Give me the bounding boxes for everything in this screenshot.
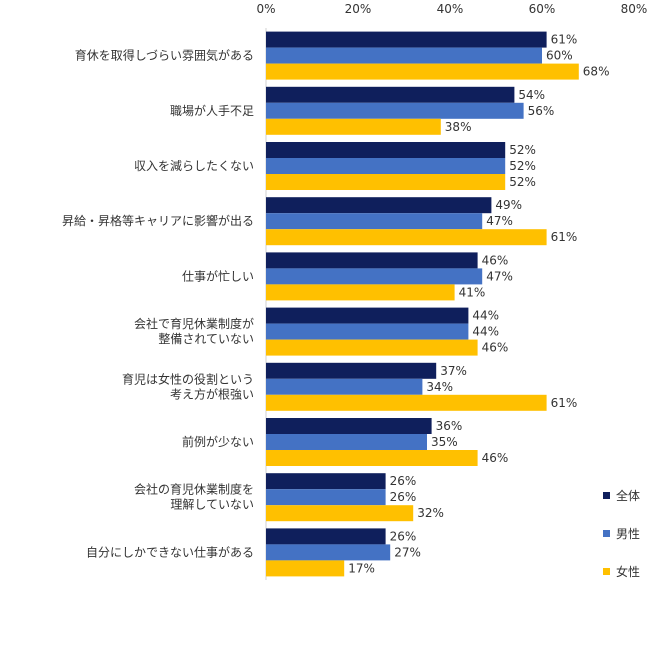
bar [266,174,506,190]
data-label: 61% [551,33,578,47]
data-label: 46% [482,253,509,267]
legend-label: 女性 [616,564,640,579]
bar [266,47,542,64]
data-label: 26% [390,490,417,504]
bar [266,229,547,246]
bar [266,323,469,340]
legend-label: 全体 [616,488,640,503]
bar [266,362,437,379]
data-label: 34% [426,380,453,394]
data-label: 47% [486,214,513,228]
data-label: 41% [459,285,486,299]
bar [266,197,492,214]
bar [266,505,414,522]
category-label: 収入を減らしたくない [134,158,254,173]
x-tick-label: 80% [621,2,648,16]
data-label: 38% [445,120,472,134]
bar [266,102,524,119]
bar [266,339,478,356]
bar [266,489,386,506]
data-label: 54% [518,88,545,102]
category-label: 理解していない [170,498,254,512]
bar [266,394,547,411]
category-label: 会社で育児休業制度が [134,316,254,331]
data-label: 35% [431,435,458,449]
data-label: 46% [482,451,509,465]
bar [266,434,427,450]
bar [266,268,483,285]
data-label: 37% [440,364,467,378]
data-label: 56% [528,104,555,118]
data-label: 36% [436,419,463,433]
x-tick-label: 60% [529,2,556,16]
legend-label: 男性 [616,527,640,541]
data-label: 27% [394,545,421,559]
x-tick-label: 40% [437,2,464,16]
data-label: 52% [509,159,536,173]
data-label: 60% [546,49,573,63]
data-label: 32% [417,506,444,520]
labels-layer: 育休を取得しづらい雰囲気がある 61% 60% 68% 職場が人手不足 54% 56% 38%… [62,33,609,576]
category-label: 仕事が忙しい [182,268,254,283]
bar [266,307,469,324]
data-label: 26% [390,529,417,543]
data-label: 68% [583,65,610,79]
x-tick-label: 20% [345,2,372,16]
bars-layer [266,31,579,577]
bar [266,560,345,577]
x-tick-label: 0% [256,2,275,16]
category-label: 職場が人手不足 [170,103,254,118]
data-label: 44% [472,325,499,339]
data-label: 61% [551,396,578,410]
data-label: 44% [472,309,499,323]
category-label: 整備されていない [158,331,254,346]
data-label: 49% [495,198,522,212]
bar [266,158,506,174]
bar [266,63,579,80]
bar [266,450,478,466]
category-label: 昇給・昇格等キャリアに影響が出る [62,213,254,228]
bar [266,31,547,48]
legend-swatch [603,530,610,537]
data-label: 46% [482,341,509,355]
category-label: 前例が少ない [182,434,254,449]
category-label: 育休を取得しづらい雰囲気がある [75,48,254,63]
data-label: 52% [509,175,536,189]
data-label: 52% [509,143,536,157]
data-label: 26% [390,474,417,488]
bar [266,528,386,545]
bar [266,544,391,561]
category-label: 考え方が根強い [170,386,254,401]
category-label: 自分にしかできない仕事がある [86,544,254,559]
bar [266,284,455,301]
bar [266,378,423,395]
bar [266,252,478,269]
data-label: 47% [486,269,513,283]
bar [266,213,483,230]
category-label: 会社の育児休業制度を [134,482,254,497]
bar [266,142,506,158]
data-label: 61% [551,230,578,244]
legend-swatch [603,492,610,499]
category-label: 育児は女性の役割という [122,371,254,386]
bar [266,86,515,103]
bar [266,418,432,434]
bar [266,473,386,490]
data-label: 17% [348,561,375,575]
legend-swatch [603,568,610,575]
bar [266,118,441,135]
